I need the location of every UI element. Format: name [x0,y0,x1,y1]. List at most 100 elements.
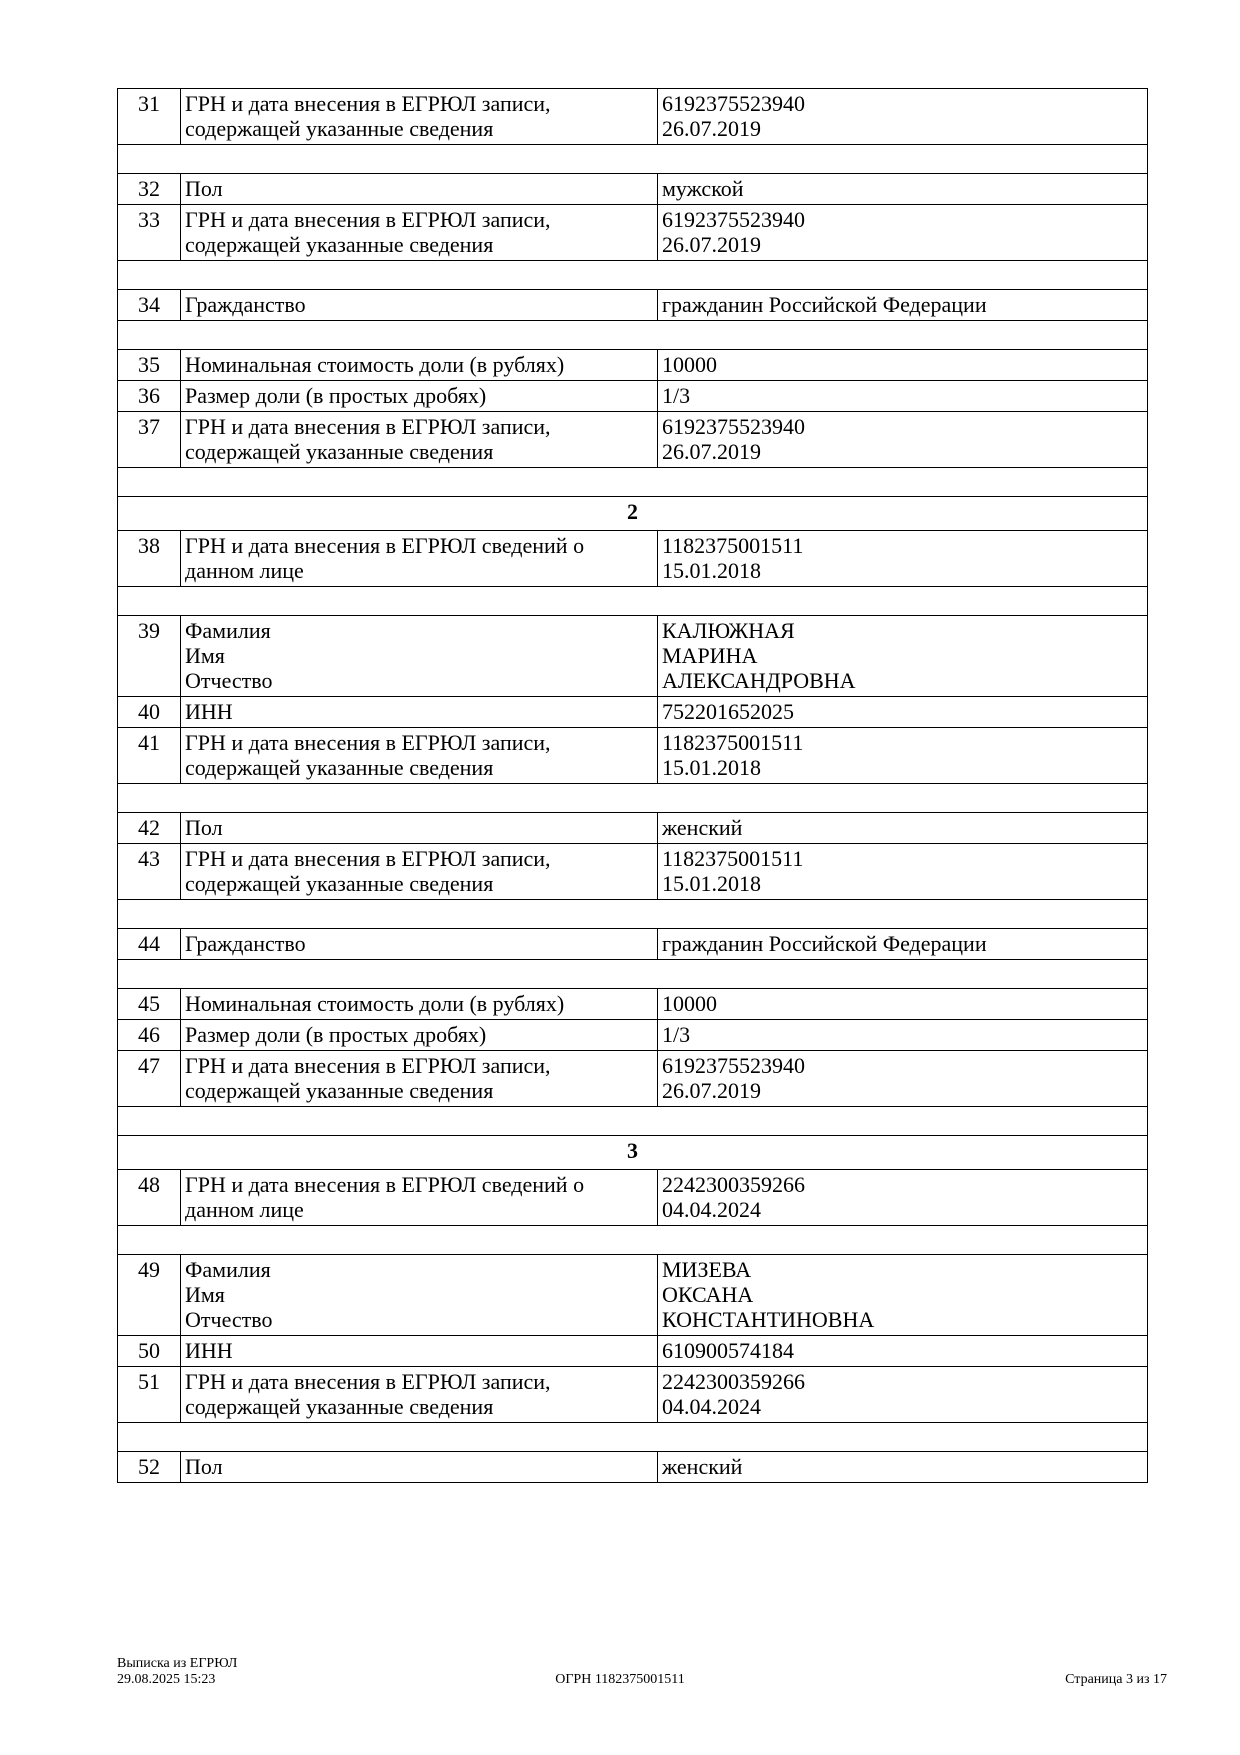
field-label: Размер доли (в простых дробях) [180,1019,658,1051]
field-value: 6192375523940 26.07.2019 [657,88,1148,145]
field-label: Фамилия Имя Отчество [180,1254,658,1336]
field-label: Размер доли (в простых дробях) [180,380,658,412]
field-value: 10000 [657,349,1148,381]
field-value-line: 2242300359266 [662,1369,805,1394]
field-value-line: 1182375001511 [662,846,804,871]
field-label-line: Гражданство [185,292,306,317]
field-label-line: содержащей указанные сведения [185,871,494,896]
table-row: 44 Гражданство гражданин Российской Федера… [117,928,1148,960]
spacer-row [117,1225,1148,1255]
spacer-cell [117,783,1148,813]
field-value-line: КОНСТАНТИНОВНА [662,1307,875,1332]
field-value-line: гражданин Российской Федерации [662,931,987,956]
table-row: 45 Номинальная стоимость доли (в рублях) 1… [117,988,1148,1020]
field-label-line: Фамилия [185,618,271,643]
field-value-line: 10000 [662,352,717,377]
field-label-line: Пол [185,1454,223,1479]
section-number: 2 [117,496,1148,531]
spacer-cell [117,1106,1148,1136]
row-number: 34 [117,289,181,321]
field-label: Пол [180,173,658,205]
table-row: 43 ГРН и дата внесения в ЕГРЮЛ записи, сод… [117,843,1148,900]
spacer-cell [117,899,1148,929]
field-label-line: содержащей указанные сведения [185,232,494,257]
footer-ogrn: ОГРН 1182375001511 [555,1672,685,1687]
spacer-row [117,467,1148,497]
row-number: 45 [117,988,181,1020]
spacer-row [117,144,1148,174]
spacer-cell [117,467,1148,497]
field-label: ГРН и дата внесения в ЕГРЮЛ записи, содер… [180,727,658,784]
field-label-line: ГРН и дата внесения в ЕГРЮЛ записи, [185,1369,551,1394]
field-label-line: содержащей указанные сведения [185,116,494,141]
field-value-line: 15.01.2018 [662,755,761,780]
row-number: 48 [117,1169,181,1226]
field-label: Гражданство [180,289,658,321]
field-label-line: данном лице [185,1197,304,1222]
field-value-line: мужской [662,176,744,201]
field-label-line: содержащей указанные сведения [185,1394,494,1419]
spacer-cell [117,959,1148,989]
table-row: 42 Пол женский [117,812,1148,844]
field-label-line: Номинальная стоимость доли (в рублях) [185,991,565,1016]
table-row: 52 Пол женский [117,1451,1148,1483]
spacer-cell [117,1225,1148,1255]
field-value-line: 1/3 [662,1022,691,1047]
field-value: женский [657,812,1148,844]
field-label: ГРН и дата внесения в ЕГРЮЛ записи, содер… [180,88,658,145]
field-label-line: Имя [185,1282,225,1307]
table-row: 47 ГРН и дата внесения в ЕГРЮЛ записи, сод… [117,1050,1148,1107]
table-row: 41 ГРН и дата внесения в ЕГРЮЛ записи, сод… [117,727,1148,784]
field-label: ГРН и дата внесения в ЕГРЮЛ записи, содер… [180,843,658,900]
field-value-line: 610900574184 [662,1338,794,1363]
field-label-line: ГРН и дата внесения в ЕГРЮЛ записи, [185,846,551,871]
section-number: 3 [117,1135,1148,1170]
field-value-line: МИЗЕВА [662,1257,752,1282]
row-number: 35 [117,349,181,381]
row-number: 52 [117,1451,181,1483]
table-row: 50 ИНН 610900574184 [117,1335,1148,1367]
table-row: 39 Фамилия Имя Отчество КАЛЮЖНАЯ МАРИНА АЛЕКСА… [117,615,1148,697]
field-label-line: ГРН и дата внесения в ЕГРЮЛ записи, [185,414,551,439]
row-number: 39 [117,615,181,697]
field-value: 1/3 [657,1019,1148,1051]
spacer-cell [117,260,1148,290]
table-row: 36 Размер доли (в простых дробях) 1/3 [117,380,1148,412]
field-label-line: ГРН и дата внесения в ЕГРЮЛ записи, [185,730,551,755]
field-label-line: Фамилия [185,1257,271,1282]
field-value: 1182375001511 15.01.2018 [657,843,1148,900]
spacer-row [117,783,1148,813]
field-label-line: ИНН [185,1338,233,1363]
table-row: 34 Гражданство гражданин Российской Федера… [117,289,1148,321]
footer-title: Выписка из ЕГРЮЛ [117,1656,238,1671]
field-value: 6192375523940 26.07.2019 [657,204,1148,261]
field-label-line: данном лице [185,558,304,583]
field-value-line: КАЛЮЖНАЯ [662,618,795,643]
field-label-line: содержащей указанные сведения [185,1078,494,1103]
row-number: 51 [117,1366,181,1423]
field-label: ГРН и дата внесения в ЕГРЮЛ сведений о да… [180,1169,658,1226]
field-label: ГРН и дата внесения в ЕГРЮЛ записи, содер… [180,204,658,261]
field-value-line: МАРИНА [662,643,758,668]
field-label-line: Гражданство [185,931,306,956]
field-label: ГРН и дата внесения в ЕГРЮЛ сведений о да… [180,530,658,587]
field-label: Гражданство [180,928,658,960]
field-value-line: 26.07.2019 [662,439,761,464]
field-value-line: 26.07.2019 [662,116,761,141]
row-number: 49 [117,1254,181,1336]
field-label-line: Отчество [185,668,273,693]
field-value-line: 04.04.2024 [662,1394,761,1419]
spacer-cell [117,320,1148,350]
table-row: 46 Размер доли (в простых дробях) 1/3 [117,1019,1148,1051]
field-label: ГРН и дата внесения в ЕГРЮЛ записи, содер… [180,1366,658,1423]
table-row: 33 ГРН и дата внесения в ЕГРЮЛ записи, сод… [117,204,1148,261]
row-number: 42 [117,812,181,844]
spacer-row [117,959,1148,989]
field-value: МИЗЕВА ОКСАНА КОНСТАНТИНОВНА [657,1254,1148,1336]
field-value: 752201652025 [657,696,1148,728]
row-number: 31 [117,88,181,145]
field-value: 6192375523940 26.07.2019 [657,411,1148,468]
field-label-line: Номинальная стоимость доли (в рублях) [185,352,565,377]
field-value: 1/3 [657,380,1148,412]
spacer-row [117,899,1148,929]
